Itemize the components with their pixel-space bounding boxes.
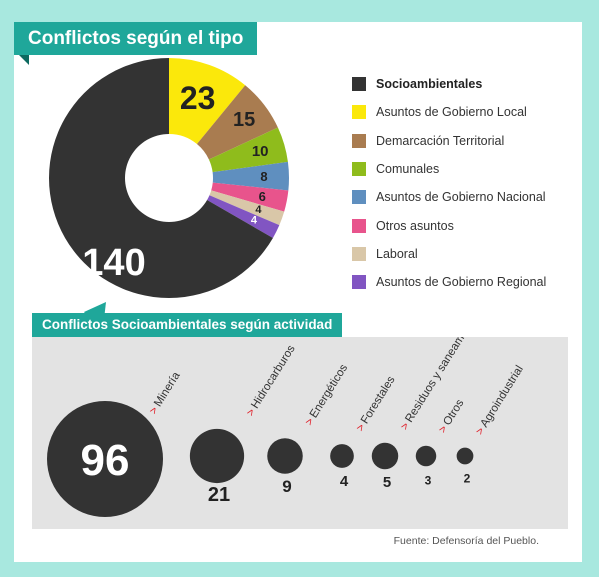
activity-bubble xyxy=(189,428,245,484)
donut-value-label: 23 xyxy=(180,80,216,116)
activity-category-label: Energéticos xyxy=(308,362,350,420)
activity-arrow: > xyxy=(437,424,451,436)
legend-label: Asuntos de Gobierno Nacional xyxy=(376,190,546,205)
activity-bubble xyxy=(267,438,303,474)
activity-category: >Hidrocarburos xyxy=(244,343,297,418)
activity-value-label: 4 xyxy=(340,473,349,490)
donut-slice xyxy=(208,127,288,173)
donut-value-label: 6 xyxy=(259,189,266,204)
donut-slice xyxy=(48,58,273,298)
activity-category: >Forestales xyxy=(354,374,398,434)
donut-value-label: 140 xyxy=(82,242,145,284)
activity-category: >Otros xyxy=(437,397,467,435)
source-note: Fuente: Defensoría del Pueblo. xyxy=(393,535,539,547)
activity-category-label: Agroindustrial xyxy=(479,364,526,430)
activity-value-label: 5 xyxy=(383,474,391,491)
title-banner-fold xyxy=(19,55,29,65)
activity-category: >Energéticos xyxy=(303,362,350,428)
donut-chart: 23 15 10 8 644 140 xyxy=(48,58,290,337)
legend-label: Asuntos de Gobierno Local xyxy=(376,105,527,120)
donut-slice xyxy=(207,195,280,238)
activity-bubble xyxy=(330,444,354,468)
legend-swatch xyxy=(352,246,366,261)
activity-value-label: 2 xyxy=(464,471,471,485)
activity-value-label: 21 xyxy=(208,484,230,506)
activity-arrow: > xyxy=(147,405,161,417)
legend-swatch xyxy=(352,161,366,176)
activity-category-label: Otros xyxy=(441,397,466,427)
legend-label: Asuntos de Gobierno Regional xyxy=(376,275,547,290)
legend-label: Otros asuntos xyxy=(376,218,454,233)
donut-slice xyxy=(169,58,246,145)
legend-swatch xyxy=(352,275,366,290)
activity-category-label: Minería xyxy=(152,370,183,409)
activity-bubble-chart: 96>Minería21>Hidrocarburos9>Energéticos4… xyxy=(47,337,526,517)
chart-title: Conflictos según el tipo xyxy=(14,22,258,55)
activity-category-label: Residuos y saneamiento xyxy=(403,337,480,425)
legend-swatch xyxy=(352,105,366,120)
donut-slice xyxy=(196,85,278,160)
donut-slice xyxy=(211,182,289,212)
legend-swatch xyxy=(352,218,366,233)
activity-arrow: > xyxy=(354,422,368,434)
donut-value-label: 8 xyxy=(260,169,267,184)
activity-value-label: 3 xyxy=(425,473,432,487)
legend-swatch xyxy=(352,190,366,205)
activity-category-label: Forestales xyxy=(359,374,398,426)
donut-value-label: 4 xyxy=(255,204,262,216)
activity-bubble xyxy=(47,401,163,517)
activity-value-label: 96 xyxy=(81,436,130,485)
donut-value-label: 15 xyxy=(233,109,255,131)
legend-swatch xyxy=(352,133,366,148)
activity-panel: 96 > Minería 21 > Hidrocarburos 9 > Energéticos 4… xyxy=(32,337,568,529)
activity-category: >Residuos y saneamiento xyxy=(399,337,481,432)
donut-slice xyxy=(209,190,285,226)
legend-label: Socioambientales xyxy=(376,77,483,91)
legend-label: Demarcación Territorial xyxy=(376,133,505,148)
activity-arrow: > xyxy=(399,421,413,433)
activity-category: >Minería xyxy=(147,370,183,417)
activity-arrow: > xyxy=(474,425,488,437)
legend-label: Comunales xyxy=(376,161,440,176)
donut-slices xyxy=(48,58,290,298)
donut-value-label: 4 xyxy=(251,214,258,226)
legend-swatch xyxy=(352,77,366,91)
activity-arrow: > xyxy=(303,416,317,428)
activity-arrow: > xyxy=(244,407,258,419)
donut-value-label: 10 xyxy=(252,143,269,160)
donut-slice xyxy=(212,161,290,191)
activity-value-label: 9 xyxy=(282,477,291,496)
activity-chart-title: Conflictos Socioambientales según activi… xyxy=(32,313,343,337)
activity-bubble xyxy=(371,442,399,470)
legend-label: Laboral xyxy=(376,246,418,261)
activity-bubble xyxy=(456,447,474,465)
donut-labels: 23 15 10 8 644 140 xyxy=(82,80,268,284)
activity-category: >Agroindustrial xyxy=(474,364,526,438)
activity-bubble xyxy=(415,445,437,467)
activity-category-label: Hidrocarburos xyxy=(249,343,298,411)
